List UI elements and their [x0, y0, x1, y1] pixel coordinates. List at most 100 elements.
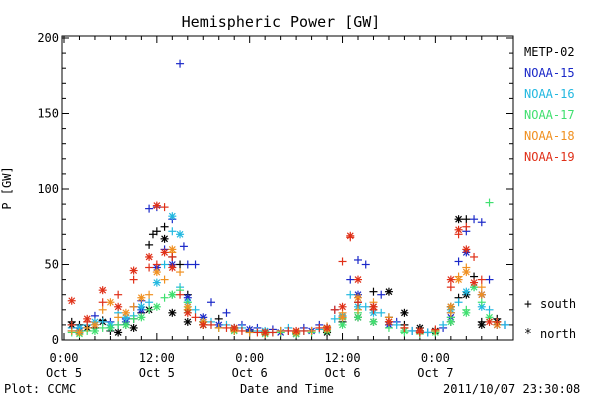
data-point-south	[222, 308, 231, 317]
star-marker-d2	[478, 321, 486, 329]
star-marker-d2	[478, 291, 486, 299]
data-point-south	[176, 59, 185, 68]
x-tick-label-date: Oct 5	[139, 366, 175, 380]
data-point-south	[191, 260, 200, 269]
data-point-south	[284, 326, 293, 335]
star-marker-d2	[462, 245, 470, 253]
y-tick-label: 50	[45, 258, 59, 272]
data-point-south	[160, 203, 169, 212]
data-point-south	[191, 305, 200, 314]
data-point-north	[230, 323, 239, 332]
star-marker-d2	[354, 276, 362, 284]
legend-entry: NOAA-16	[524, 87, 575, 101]
data-point-north	[114, 328, 123, 337]
data-point-south	[145, 240, 154, 249]
star-marker-d2	[462, 309, 470, 317]
data-point-south	[431, 325, 440, 334]
x-tick-label-date: Oct 6	[324, 366, 360, 380]
data-point-south	[439, 320, 448, 329]
star-marker-d2	[137, 313, 145, 321]
data-point-north	[338, 313, 347, 322]
data-point-south	[207, 298, 215, 307]
data-point-south	[98, 298, 107, 307]
data-point-south	[477, 298, 486, 307]
data-point-south	[152, 227, 161, 236]
marker-legend-label: north	[540, 327, 576, 341]
data-point-north	[75, 328, 84, 337]
star-marker-d2	[91, 327, 99, 335]
data-point-north	[114, 302, 123, 311]
data-point-south	[237, 326, 246, 335]
star-marker-d2	[137, 303, 145, 311]
data-point-south	[299, 326, 308, 335]
data-point-south	[129, 302, 138, 311]
data-point-south	[485, 198, 494, 207]
data-point-south	[477, 218, 486, 227]
star-marker-d2	[261, 329, 269, 336]
data-point-south	[152, 260, 161, 269]
data-point-south	[493, 317, 502, 326]
data-point-north	[384, 287, 393, 296]
data-point-south	[446, 283, 455, 292]
y-tick-label: 150	[37, 107, 59, 121]
data-point-south	[501, 320, 509, 329]
data-point-north	[183, 317, 192, 326]
star-marker-d2	[370, 303, 377, 311]
data-point-south	[129, 314, 138, 323]
star-marker-d2	[122, 321, 130, 329]
data-point-north	[160, 248, 169, 257]
star-marker-d2	[339, 303, 346, 311]
data-point-north	[477, 290, 486, 299]
data-point-south	[354, 305, 362, 314]
star-marker-d2	[354, 313, 362, 321]
data-point-south	[346, 275, 355, 284]
data-point-south	[377, 290, 386, 299]
star-marker-d2	[184, 318, 192, 326]
data-point-north	[168, 245, 177, 254]
data-point-north	[338, 302, 347, 311]
data-point-south	[214, 323, 223, 332]
marker-legend-label: south	[540, 297, 576, 311]
data-point-south	[330, 314, 339, 323]
data-point-north	[121, 308, 130, 317]
data-point-south	[179, 242, 188, 251]
star-marker-d2	[153, 202, 161, 210]
data-point-north	[106, 323, 115, 332]
data-point-north	[83, 314, 92, 323]
data-point-south	[307, 326, 316, 335]
legend: METP-02 NOAA-15 NOAA-16 NOAA-17 NOAA-18 NOAA-…	[524, 45, 575, 164]
star-marker-d2	[137, 294, 145, 302]
star-marker-d2	[153, 303, 161, 311]
star-marker-d2	[83, 315, 91, 323]
data-point-south	[168, 227, 177, 236]
star-marker-d2	[153, 279, 161, 287]
data-point-south	[160, 222, 169, 231]
data-point-south	[462, 222, 471, 231]
data-point-south	[361, 302, 370, 311]
star-marker-d2	[447, 318, 455, 326]
data-point-north	[152, 302, 161, 311]
star-marker-d2	[161, 235, 169, 243]
data-point-north	[168, 212, 177, 221]
star-marker-d2	[339, 313, 346, 321]
data-point-north	[454, 215, 463, 224]
star-marker-d2	[91, 321, 99, 329]
data-point-north	[454, 275, 463, 284]
data-point-north	[168, 263, 177, 272]
data-point-north	[168, 308, 177, 317]
data-point-north	[106, 298, 115, 307]
marker-legend: + south * north	[524, 297, 576, 342]
star-marker-d2	[114, 329, 122, 336]
data-point-south	[207, 320, 215, 329]
data-point-north	[369, 317, 378, 326]
data-point-south	[253, 328, 262, 337]
plot-frame	[61, 35, 514, 341]
star-marker-d2	[455, 276, 463, 284]
y-tick-label: 200	[37, 31, 59, 45]
data-point-north	[354, 313, 362, 322]
data-point-south	[145, 298, 154, 307]
data-point-south	[176, 268, 185, 277]
x-tick-label-time: 0:00	[235, 351, 264, 365]
star-marker-d2	[168, 309, 176, 317]
y-tick-label: 100	[37, 182, 59, 196]
